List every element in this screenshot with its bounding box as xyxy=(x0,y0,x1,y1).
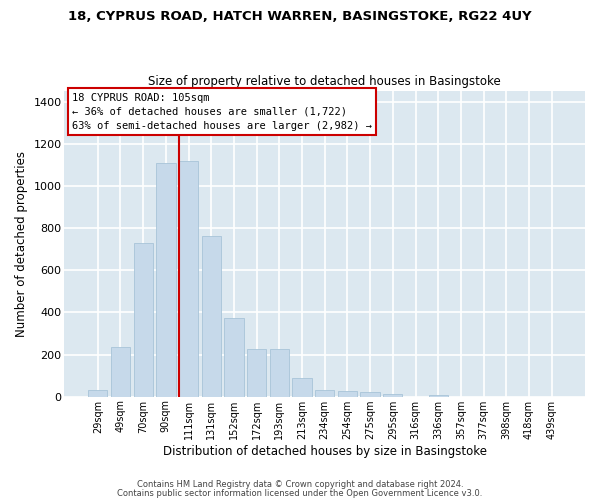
Bar xyxy=(179,160,198,396)
Bar xyxy=(111,347,130,397)
Bar xyxy=(156,162,176,396)
Bar xyxy=(88,390,107,396)
Text: 18, CYPRUS ROAD, HATCH WARREN, BASINGSTOKE, RG22 4UY: 18, CYPRUS ROAD, HATCH WARREN, BASINGSTO… xyxy=(68,10,532,23)
Bar xyxy=(202,236,221,396)
Bar xyxy=(428,394,448,396)
Bar xyxy=(134,243,153,396)
Bar xyxy=(361,392,380,396)
Bar xyxy=(247,349,266,397)
Bar xyxy=(383,394,403,396)
Text: Contains HM Land Registry data © Crown copyright and database right 2024.: Contains HM Land Registry data © Crown c… xyxy=(137,480,463,489)
Bar xyxy=(338,392,357,396)
X-axis label: Distribution of detached houses by size in Basingstoke: Distribution of detached houses by size … xyxy=(163,444,487,458)
Bar xyxy=(224,318,244,396)
Bar xyxy=(292,378,311,396)
Bar xyxy=(269,349,289,397)
Y-axis label: Number of detached properties: Number of detached properties xyxy=(15,151,28,337)
Text: 18 CYPRUS ROAD: 105sqm
← 36% of detached houses are smaller (1,722)
63% of semi-: 18 CYPRUS ROAD: 105sqm ← 36% of detached… xyxy=(72,92,372,130)
Text: Contains public sector information licensed under the Open Government Licence v3: Contains public sector information licen… xyxy=(118,489,482,498)
Title: Size of property relative to detached houses in Basingstoke: Size of property relative to detached ho… xyxy=(148,76,501,88)
Bar xyxy=(315,390,334,396)
